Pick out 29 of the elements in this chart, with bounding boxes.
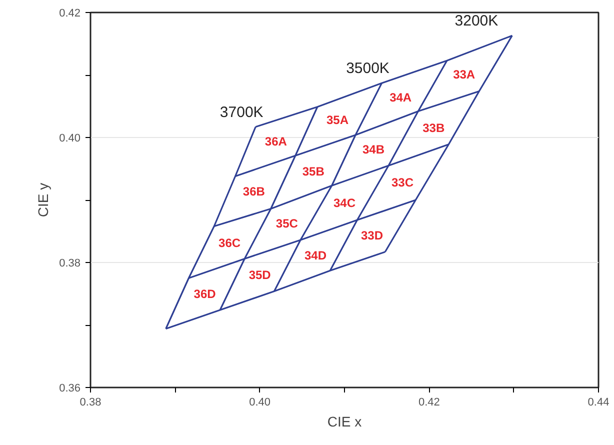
series-label: 3200K (454, 12, 498, 30)
series-label: 3700K (220, 104, 264, 121)
annotation: 36C (218, 236, 241, 250)
annotation: 35D (248, 268, 272, 282)
series-label: 3500K (346, 60, 390, 78)
annotation: 33B (422, 121, 445, 136)
annotation: 35C (276, 216, 298, 230)
y-tick-label: 0.38 (59, 258, 81, 270)
annotation: 35B (302, 164, 325, 178)
x-tick-label: 0.42 (418, 396, 440, 408)
y-tick-label: 0.42 (59, 8, 81, 20)
y-tick-label: 0.36 (59, 382, 81, 394)
x-tick-label: 0.44 (588, 396, 610, 408)
annotation: 36A (264, 134, 288, 148)
annotation: 34D (304, 248, 327, 262)
y-axis-title: CIE y (35, 182, 52, 218)
annotation: 33D (361, 228, 384, 243)
annotation: 34A (390, 90, 412, 104)
annotation: 36D (194, 286, 216, 301)
y-tick-label: 0.40 (59, 132, 81, 144)
x-tick-label: 0.40 (249, 396, 271, 408)
annotation: 34C (333, 196, 356, 210)
x-axis-title: CIE x (327, 414, 362, 430)
annotation: 36B (242, 184, 266, 199)
annotation: 35A (326, 113, 349, 128)
annotation: 33A (453, 68, 476, 82)
x-tick-label: 0.38 (80, 396, 102, 408)
annotation: 33C (391, 176, 414, 190)
annotation: 34B (362, 142, 385, 156)
